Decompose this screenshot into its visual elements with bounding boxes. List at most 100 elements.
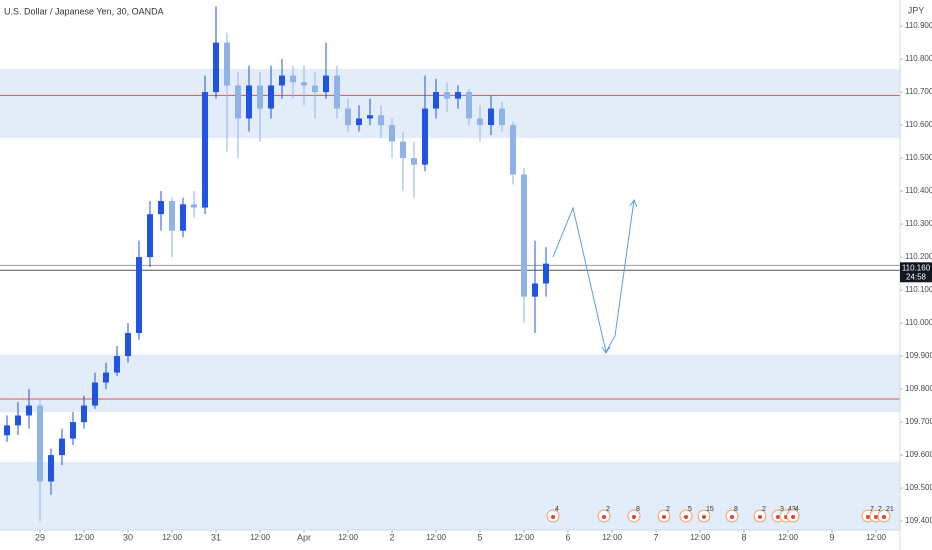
event-dot	[662, 515, 666, 519]
candle-body	[433, 92, 439, 109]
x-tick-label: 30	[123, 532, 133, 542]
event-count: 2	[606, 506, 610, 513]
x-tick-label: 2	[389, 532, 394, 542]
candle-body	[114, 356, 120, 373]
x-tick-label: 31	[211, 532, 221, 542]
x-tick-label: 8	[741, 532, 746, 542]
candle-body	[477, 118, 483, 126]
event-dot	[551, 515, 555, 519]
candle-body	[15, 415, 21, 426]
candle-body	[92, 382, 98, 406]
candle-body	[37, 405, 43, 482]
candle-body	[70, 422, 76, 439]
event-dot	[776, 515, 780, 519]
event-dot	[632, 515, 636, 519]
candle-body	[213, 42, 219, 93]
candle-body	[224, 42, 230, 86]
arrow-head	[629, 198, 638, 208]
candle-body	[158, 200, 164, 215]
event-count: 4	[795, 506, 799, 513]
candle-body	[4, 425, 10, 436]
candle-body	[301, 82, 307, 86]
candle-body	[312, 85, 318, 93]
event-count: 2	[762, 506, 766, 513]
candle-body	[257, 85, 263, 109]
projection-arrow	[552, 199, 635, 354]
chart-title: U.S. Dollar / Japanese Yen, 30, OANDA	[4, 6, 164, 16]
event-dot	[702, 515, 706, 519]
plot	[4, 6, 549, 522]
event-count: 15	[706, 506, 714, 513]
y-tick-label: 110.400	[905, 186, 932, 195]
zone	[0, 354, 900, 413]
x-tick-label: 29	[35, 532, 45, 542]
candle-body	[378, 115, 384, 126]
candle-body	[367, 115, 373, 119]
y-tick-label: 109.500	[905, 483, 932, 492]
event-count: 2	[666, 506, 670, 513]
x-tick-label: 12:00	[602, 533, 623, 542]
y-tick-label: 110.300	[905, 219, 932, 228]
event-dot	[758, 515, 762, 519]
candle-body	[48, 455, 54, 482]
x-tick-label: 12:00	[162, 533, 183, 542]
event-count: 8	[734, 506, 738, 513]
y-tick-label: 110.900	[905, 21, 932, 30]
candle-body	[411, 158, 417, 165]
price-label: 110.160	[902, 263, 931, 272]
zone	[0, 461, 900, 530]
y-tick-label: 109.400	[905, 516, 932, 525]
candle-body	[279, 75, 285, 86]
event-dot	[882, 515, 886, 519]
candle-body	[246, 85, 252, 119]
event-count: 21	[886, 506, 894, 513]
x-tick-label: 12:00	[514, 533, 535, 542]
candle-body	[180, 204, 186, 231]
candle-body	[136, 257, 142, 333]
candle-body	[510, 125, 516, 175]
candle-body	[422, 108, 428, 165]
event-dot	[684, 515, 688, 519]
event-count: 5	[688, 506, 692, 513]
event-count: 3	[780, 506, 784, 513]
x-tick-label: 12:00	[778, 533, 799, 542]
event-count: 43	[788, 506, 796, 513]
y-tick-label: 109.800	[905, 384, 932, 393]
y-tick-label: 109.600	[905, 450, 932, 459]
candle-body	[81, 405, 87, 423]
candle-body	[532, 283, 538, 297]
event-dot	[602, 515, 606, 519]
x-tick-label: Apr	[297, 532, 311, 542]
candle-body	[334, 75, 340, 109]
candle-body	[444, 92, 450, 99]
candle-body	[235, 85, 241, 119]
candle-body	[169, 200, 175, 231]
x-tick-label: 12:00	[74, 533, 95, 542]
x-tick-label: 12:00	[690, 533, 711, 542]
zone	[0, 68, 900, 139]
candle-body	[543, 263, 549, 284]
y-tick-label: 110.000	[905, 318, 932, 327]
x-tick-label: 9	[829, 532, 834, 542]
event-dot	[791, 515, 795, 519]
currency-label: JPY	[908, 5, 925, 15]
event-dot	[866, 515, 870, 519]
countdown-label: 24:58	[906, 272, 927, 281]
candle-body	[499, 108, 505, 126]
candle-body	[356, 118, 362, 126]
candle-body	[125, 332, 131, 357]
candle-body	[147, 214, 153, 258]
candle-body	[59, 438, 65, 456]
y-tick-label: 110.500	[905, 153, 932, 162]
candle-body	[389, 125, 395, 142]
candle-body	[202, 92, 208, 208]
y-tick-label: 110.600	[905, 120, 932, 129]
candle-body	[345, 108, 351, 126]
event-dot	[874, 515, 878, 519]
x-tick-label: 7	[653, 532, 658, 542]
candle-body	[466, 92, 472, 119]
event-count: 7	[870, 506, 874, 513]
candle-body	[290, 75, 296, 83]
